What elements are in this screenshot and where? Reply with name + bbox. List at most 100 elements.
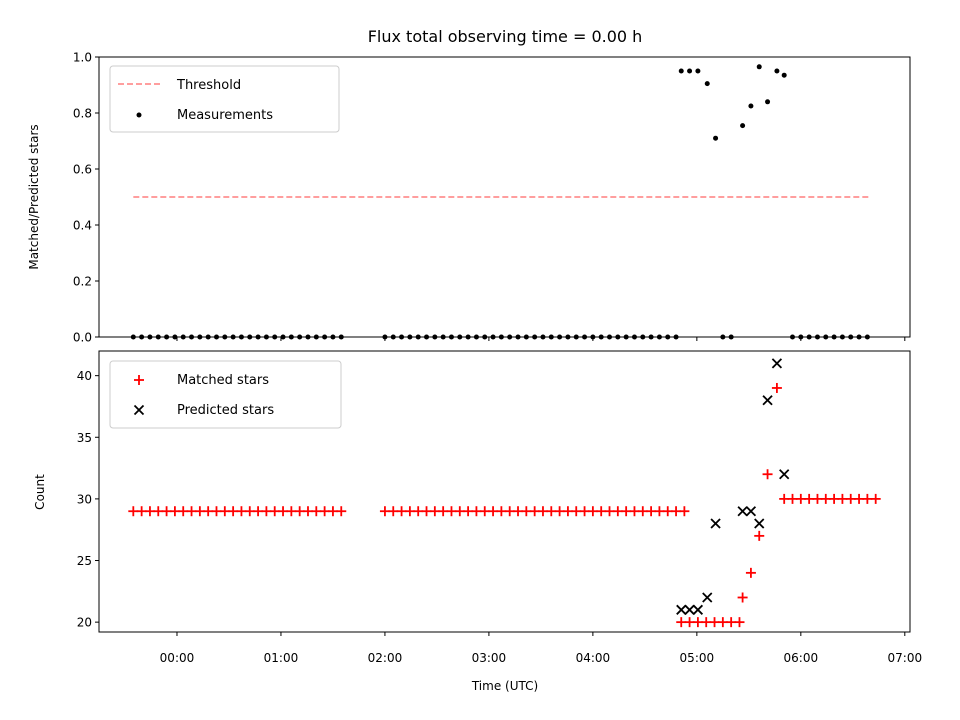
bottom-y-ticks: 20 25 30 35 40 [77,369,99,630]
measurement-point [465,334,471,340]
measurement-point [673,334,679,340]
measurement-point [407,334,413,340]
measurement-point [839,334,845,340]
measurement-point [305,334,311,340]
bottom-y-tick-label: 40 [77,369,92,383]
measurement-point [288,334,294,340]
x-tick-label: 01:00 [264,651,299,665]
measurement-point [155,334,161,340]
predicted-stars-series [676,358,790,615]
bottom-panel: 20 25 30 35 40 00:00 01:00 02:00 03:00 04:00 05:0… [33,350,922,693]
measurement-point [623,334,629,340]
measurements-legend-swatch [136,112,142,118]
measurement-point [565,334,571,340]
top-panel: 0.0 0.2 0.4 0.6 0.8 1.0 Matched/Predicted sta… [27,51,911,345]
matched-star-point [754,530,765,541]
predicted-legend-label: Predicted stars [177,403,274,418]
matched-star-point [762,469,773,480]
predicted-star-point [684,604,695,615]
measurement-point [648,334,654,340]
matched-star-point [870,493,881,504]
measurements-legend-label: Measurements [177,108,273,123]
bottom-legend-box [109,360,342,429]
predicted-star-point [692,604,704,615]
bottom-legend: Matched stars Predicted stars [109,360,342,429]
measurement-point [238,334,244,340]
measurement-point [263,334,269,340]
measurement-point [798,334,804,340]
measurement-point [687,68,693,74]
measurement-point [147,334,153,340]
measurement-point [573,334,579,340]
measurement-point [490,334,496,340]
measurement-point [548,334,554,340]
measurement-point [864,334,870,340]
predicted-star-point [676,604,687,615]
bottom-y-axis-label: Count [33,474,47,510]
measurement-point [498,334,504,340]
top-y-axis-label: Matched/Predicted stars [27,124,41,269]
measurement-point [424,334,430,340]
measurement-point [507,334,513,340]
matched-stars-series [128,382,881,628]
matched-star-point [745,567,756,578]
bottom-x-ticks: 00:00 01:00 02:00 03:00 04:00 05:00 06:00 07:00 [160,632,922,665]
top-y-ticks: 0.0 0.2 0.4 0.6 0.8 1.0 [73,51,99,345]
measurement-point [230,334,236,340]
matched-star-point [734,617,745,628]
measurement-point [656,334,662,340]
matched-legend-label: Matched stars [177,373,269,388]
chart-title: Flux total observing time = 0.00 h [368,27,643,46]
measurement-point [222,334,228,340]
measurement-point [330,334,336,340]
x-tick-label: 02:00 [368,651,403,665]
measurement-point [590,334,596,340]
measurement-point [720,334,726,340]
predicted-star-point [702,592,713,603]
measurement-point [164,334,170,340]
measurement-point [247,334,253,340]
measurement-point [205,334,211,340]
x-tick-label: 05:00 [680,651,715,665]
matched-star-point [771,382,782,393]
measurement-point [607,334,613,340]
bottom-y-tick-label: 30 [77,492,92,506]
measurement-point [598,334,604,340]
predicted-star-point [771,358,783,369]
predicted-star-point [762,395,773,406]
matched-star-point [679,506,690,517]
measurement-point [740,123,746,129]
bottom-y-tick-label: 35 [77,431,92,445]
measurement-point [665,334,671,340]
measurement-point [399,334,405,340]
matched-legend-swatch [134,375,144,385]
measurement-point [523,334,529,340]
measurement-point [728,334,734,340]
threshold-legend-label: Threshold [176,78,241,93]
measurement-point [615,334,621,340]
measurement-point [781,72,787,78]
measurement-point [756,64,762,70]
predicted-star-point [754,518,765,529]
measurement-point [848,334,854,340]
measurement-point [189,334,195,340]
top-y-tick-label: 0.8 [73,107,92,121]
top-y-tick-label: 0.2 [73,275,92,289]
measurement-point [390,334,396,340]
measurement-point [814,334,820,340]
predicted-legend-swatch [133,404,145,416]
measurements-series [130,64,870,340]
measurement-point [338,334,344,340]
measurement-point [180,334,186,340]
measurement-point [557,334,563,340]
top-y-tick-label: 0.0 [73,331,92,345]
measurement-point [448,334,454,340]
predicted-star-point [737,506,748,517]
measurement-point [297,334,303,340]
measurement-point [515,334,521,340]
measurement-point [457,334,463,340]
measurement-point [823,334,829,340]
measurement-point [280,334,286,340]
measurement-point [831,334,837,340]
